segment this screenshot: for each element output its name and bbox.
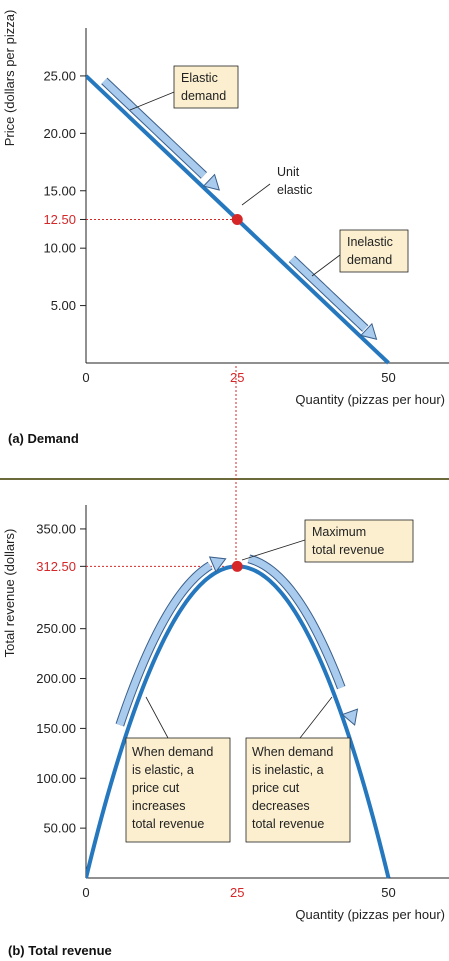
elastic-note-line3: price cut bbox=[132, 781, 180, 795]
b-x-tick-label: 0 bbox=[82, 885, 89, 900]
b-highlight-point bbox=[231, 560, 243, 572]
demand-panel-title: (a) Demand bbox=[8, 431, 79, 446]
elastic-note-line4: increases bbox=[132, 799, 186, 813]
inelastic-demand-callout: Inelastic demand bbox=[311, 229, 409, 277]
b-x-tick-label: 50 bbox=[381, 885, 395, 900]
b-y-tick-label: 350.00 bbox=[36, 521, 76, 536]
a-y-tick-label: 15.00 bbox=[43, 183, 76, 198]
total-revenue-panel: Total revenue (dollars) Quantity (pizzas… bbox=[2, 505, 449, 958]
inelastic-note-line5: total revenue bbox=[252, 817, 324, 831]
b-arrow-1-outline bbox=[247, 554, 346, 690]
a-arrow-0-shaft bbox=[101, 78, 207, 178]
inelastic-note-line2: is inelastic, a bbox=[252, 763, 324, 777]
b-x-tick-label: 25 bbox=[230, 885, 244, 900]
inelastic-note-line4: decreases bbox=[252, 799, 310, 813]
elastic-note-line1: When demand bbox=[132, 745, 213, 759]
a-arrow-1-shaft bbox=[289, 256, 368, 332]
b-arrow-1-shaft bbox=[247, 555, 345, 689]
demand-panel: Price (dollars per pizza) Quantity (pizz… bbox=[2, 10, 449, 446]
b-y-tick-label: 250.00 bbox=[36, 621, 76, 636]
maximum-revenue-callout: Maximum total revenue bbox=[241, 519, 414, 563]
b-highlight-y-label: 312.50 bbox=[36, 559, 76, 574]
elastic-revenue-note: When demand is elastic, a price cut incr… bbox=[125, 696, 231, 843]
b-y-tick-label: 150.00 bbox=[36, 721, 76, 736]
elastic-demand-callout: Elastic demand bbox=[129, 65, 239, 111]
a-y-tick-label: 25.00 bbox=[43, 68, 76, 83]
elastic-note-line2: is elastic, a bbox=[132, 763, 194, 777]
a-x-tick-label: 25 bbox=[230, 370, 244, 385]
a-y-tick-label: 5.00 bbox=[51, 298, 76, 313]
elastic-demand-label-line2: demand bbox=[181, 89, 226, 103]
maximum-revenue-label-line2: total revenue bbox=[312, 543, 384, 557]
revenue-y-axis-label: Total revenue (dollars) bbox=[2, 529, 17, 658]
revenue-panel-title: (b) Total revenue bbox=[8, 943, 112, 958]
demand-x-axis-label: Quantity (pizzas per hour) bbox=[295, 392, 445, 407]
a-highlight-point bbox=[231, 213, 243, 225]
b-y-tick-label: 100.00 bbox=[36, 771, 76, 786]
a-x-tick-label: 0 bbox=[82, 370, 89, 385]
a-y-tick-label: 20.00 bbox=[43, 126, 76, 141]
inelastic-demand-label-line1: Inelastic bbox=[347, 235, 393, 249]
unit-elastic-label-line1: Unit bbox=[277, 165, 300, 179]
inelastic-revenue-note: When demand is inelastic, a price cut de… bbox=[245, 696, 351, 843]
revenue-x-axis-label: Quantity (pizzas per hour) bbox=[295, 907, 445, 922]
a-arrow-1-head bbox=[359, 322, 378, 340]
elastic-demand-label-line1: Elastic bbox=[181, 71, 218, 85]
unit-elastic-callout: Unit elastic bbox=[241, 165, 312, 206]
a-arrow-0-head bbox=[202, 173, 220, 191]
unit-elastic-label-line2: elastic bbox=[277, 183, 312, 197]
b-y-tick-label: 200.00 bbox=[36, 671, 76, 686]
demand-y-axis-label: Price (dollars per pizza) bbox=[2, 10, 17, 147]
maximum-revenue-label-line1: Maximum bbox=[312, 525, 366, 539]
a-y-tick-label: 10.00 bbox=[43, 241, 76, 256]
b-arrow-0-shaft bbox=[116, 562, 213, 727]
a-highlight-y-label: 12.50 bbox=[43, 212, 76, 227]
inelastic-demand-label-line2: demand bbox=[347, 253, 392, 267]
inelastic-note-line3: price cut bbox=[252, 781, 300, 795]
b-arrow-1-head bbox=[341, 708, 359, 726]
elastic-note-line5: total revenue bbox=[132, 817, 204, 831]
b-arrow-0-head bbox=[208, 556, 227, 573]
inelastic-note-line1: When demand bbox=[252, 745, 333, 759]
a-x-tick-label: 50 bbox=[381, 370, 395, 385]
b-y-tick-label: 50.00 bbox=[43, 821, 76, 836]
